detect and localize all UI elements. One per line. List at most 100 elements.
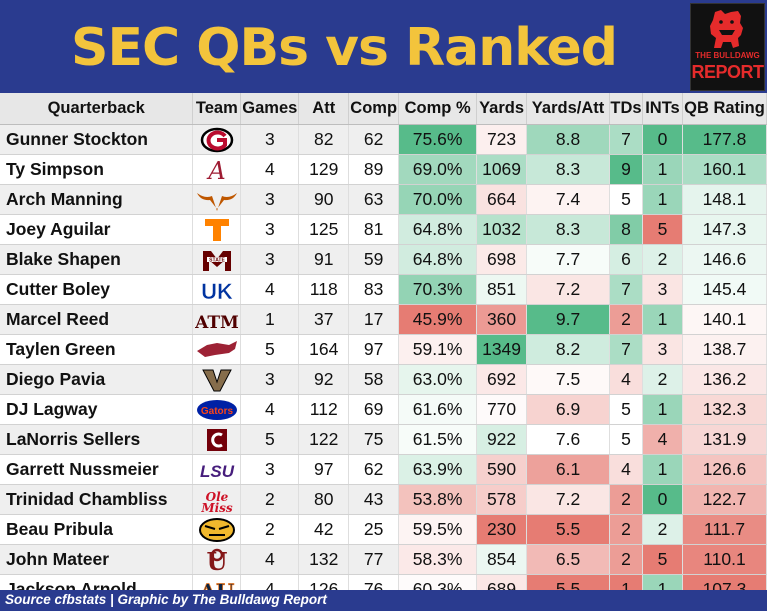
attempts-cell: 132: [298, 544, 350, 575]
completions-cell: 97: [348, 334, 400, 365]
qb-rating-cell: 147.3: [682, 214, 767, 245]
completions-cell: 69: [348, 394, 400, 425]
ints-cell: 3: [642, 274, 683, 305]
completions-cell: 83: [348, 274, 400, 305]
tds-cell: 8: [609, 214, 643, 245]
team-logo-cell: U: [192, 544, 242, 575]
table-row: Blake Shapen STATE 3 91 59 64.8% 698 7.7 6 2 146.6: [0, 244, 767, 275]
table-row: LaNorris Sellers 5 122 75 61.5% 922 7.6 5 4 131.9: [0, 424, 767, 455]
team-logo-cell: Ole Miss: [192, 484, 242, 515]
qb-rating-cell: 160.1: [682, 154, 767, 185]
tds-cell: 2: [609, 514, 643, 545]
ints-cell: 1: [642, 454, 683, 485]
brand-line2: REPORT: [691, 62, 764, 82]
qb-name-cell: Ty Simpson: [0, 154, 194, 185]
comp-pct-cell: 70.0%: [398, 184, 478, 215]
texas-longhorn-icon: [193, 187, 239, 213]
tds-cell: 2: [609, 484, 643, 515]
attempts-cell: 42: [298, 514, 350, 545]
lsu-icon: LSU: [193, 457, 239, 483]
completions-cell: 81: [348, 214, 400, 245]
comp-pct-cell: 45.9%: [398, 304, 478, 335]
tds-cell: 6: [609, 244, 643, 275]
yards-per-att-cell: 8.2: [526, 334, 610, 365]
column-header: QB Rating: [682, 93, 767, 125]
attempts-cell: 91: [298, 244, 350, 275]
ints-cell: 1: [642, 154, 683, 185]
completions-cell: 62: [348, 124, 400, 155]
comp-pct-cell: 61.6%: [398, 394, 478, 425]
tds-cell: 7: [609, 334, 643, 365]
yards-cell: 590: [476, 454, 528, 485]
tennessee-t-icon: [193, 217, 239, 243]
games-cell: 2: [240, 484, 300, 515]
svg-text:Ole: Ole: [206, 490, 229, 504]
attempts-cell: 80: [298, 484, 350, 515]
tds-cell: 2: [609, 544, 643, 575]
qb-rating-cell: 177.8: [682, 124, 767, 155]
qb-rating-cell: 146.6: [682, 244, 767, 275]
completions-cell: 25: [348, 514, 400, 545]
games-cell: 3: [240, 244, 300, 275]
qb-name-cell: Gunner Stockton: [0, 124, 194, 155]
team-logo-cell: [192, 334, 242, 365]
column-header: Yards: [476, 93, 528, 125]
texas-am-icon: ATM: [193, 307, 239, 333]
yards-per-att-cell: 7.5: [526, 364, 610, 395]
attempts-cell: 90: [298, 184, 350, 215]
svg-text:A: A: [206, 157, 225, 183]
column-header: Yards/Att: [526, 93, 610, 125]
qb-rating-cell: 122.7: [682, 484, 767, 515]
ints-cell: 1: [642, 304, 683, 335]
table-row: Ty Simpson A 4 129 89 69.0% 1069 8.3 9 1 160.1: [0, 154, 767, 185]
comp-pct-cell: 63.9%: [398, 454, 478, 485]
completions-cell: 62: [348, 454, 400, 485]
table-row: Beau Pribula 2 42 25 59.5% 230 5.5 2 2 111.7: [0, 514, 767, 545]
ints-cell: 0: [642, 124, 683, 155]
team-logo-cell: UK: [192, 274, 242, 305]
comp-pct-cell: 58.3%: [398, 544, 478, 575]
games-cell: 5: [240, 334, 300, 365]
kentucky-uk-icon: UK: [193, 277, 239, 302]
yards-cell: 1349: [476, 334, 528, 365]
comp-pct-cell: 70.3%: [398, 274, 478, 305]
yards-per-att-cell: 8.3: [526, 214, 610, 245]
yards-per-att-cell: 8.3: [526, 154, 610, 185]
table-row: Joey Aguilar 3 125 81 64.8% 1032 8.3 8 5 147.3: [0, 214, 767, 245]
yards-cell: 854: [476, 544, 528, 575]
games-cell: 4: [240, 274, 300, 305]
team-logo-cell: [192, 214, 242, 245]
yards-per-att-cell: 9.7: [526, 304, 610, 335]
comp-pct-cell: 61.5%: [398, 424, 478, 455]
completions-cell: 43: [348, 484, 400, 515]
bulldog-icon: [710, 10, 743, 48]
ints-cell: 2: [642, 514, 683, 545]
table-row: Cutter Boley UK 4 118 83 70.3% 851 7.2 7 3 145.4: [0, 274, 767, 305]
qb-name-cell: John Mateer: [0, 544, 194, 575]
completions-cell: 59: [348, 244, 400, 275]
attempts-cell: 129: [298, 154, 350, 185]
table-row: Garrett Nussmeier LSU 3 97 62 63.9% 590 6.1 4 1 12…: [0, 454, 767, 485]
table-row: Marcel Reed ATM 1 37 17 45.9% 360 9.7 2 1 140.1: [0, 304, 767, 335]
table-header-row: Quarterback Team Games Att Comp Comp % Yards Ya…: [0, 93, 767, 125]
stats-table-container: Quarterback Team Games Att Comp Comp % Yards Ya…: [0, 93, 767, 605]
svg-text:Gators: Gators: [201, 406, 234, 417]
yards-cell: 1069: [476, 154, 528, 185]
yards-cell: 1032: [476, 214, 528, 245]
ints-cell: 2: [642, 364, 683, 395]
yards-cell: 578: [476, 484, 528, 515]
svg-text:STATE: STATE: [209, 257, 225, 263]
yards-cell: 922: [476, 424, 528, 455]
tds-cell: 2: [609, 304, 643, 335]
ints-cell: 3: [642, 334, 683, 365]
qb-name-cell: Trinidad Chambliss: [0, 484, 194, 515]
yards-per-att-cell: 8.8: [526, 124, 610, 155]
tds-cell: 7: [609, 274, 643, 305]
team-logo-cell: STATE: [192, 244, 242, 275]
attempts-cell: 37: [298, 304, 350, 335]
georgia-g-icon: [193, 127, 239, 153]
tds-cell: 5: [609, 184, 643, 215]
title-banner: SEC QBs vs Ranked Teams THE BULLDAWG REP…: [0, 0, 767, 158]
qb-name-cell: Joey Aguilar: [0, 214, 194, 245]
comp-pct-cell: 59.1%: [398, 334, 478, 365]
